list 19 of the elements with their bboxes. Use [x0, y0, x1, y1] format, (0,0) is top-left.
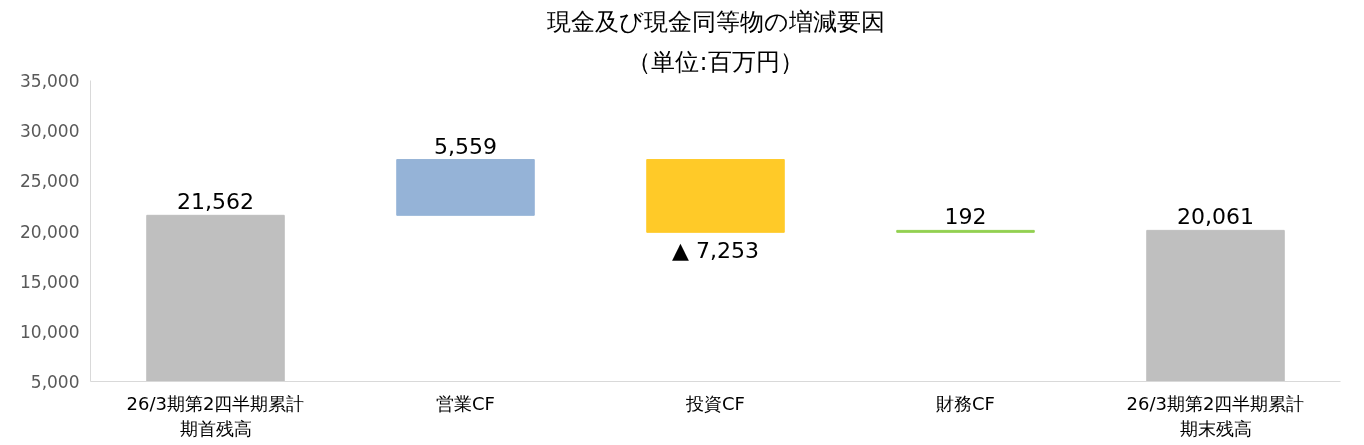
y-tick-label: 25,000: [20, 171, 80, 192]
x-tick-label: 投資CF: [685, 392, 745, 414]
data-label: ▲ 7,253: [672, 238, 759, 264]
y-tick-label: 15,000: [20, 271, 80, 292]
data-label: 5,559: [434, 133, 497, 159]
data-label: 21,562: [177, 189, 254, 215]
y-tick-label: 20,000: [20, 221, 80, 242]
chart-title: 現金及び現金同等物の増減要因: [546, 7, 885, 36]
y-tick-label: 30,000: [20, 121, 80, 142]
x-tick-label: 財務CF: [936, 392, 995, 414]
data-label: 192: [944, 204, 987, 230]
y-tick-label: 35,000: [20, 71, 80, 91]
x-tick-label: 26/3期第2四半期累計期末残高: [1126, 392, 1305, 439]
y-tick-label: 5,000: [30, 372, 80, 392]
x-tick-label: 営業CF: [436, 392, 495, 414]
chart-subtitle: （単位:百万円）: [627, 47, 804, 76]
y-tick-label: 10,000: [20, 321, 80, 342]
data-label: 20,061: [1177, 204, 1254, 230]
x-tick-label: 26/3期第2四半期累計期首残高: [126, 392, 305, 439]
